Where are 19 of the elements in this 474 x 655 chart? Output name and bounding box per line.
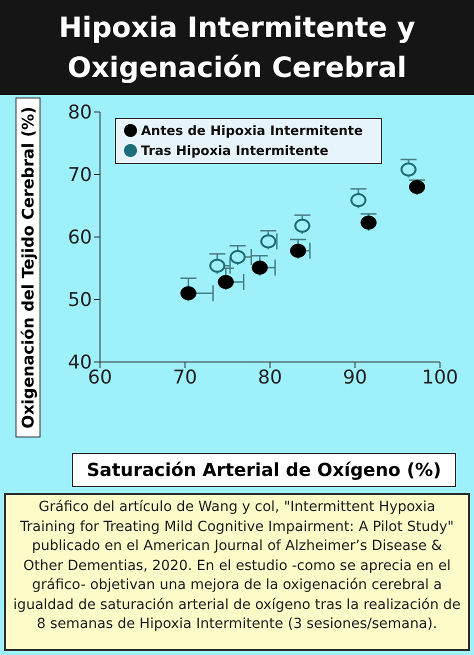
y-tick-label: 80 (68, 102, 92, 124)
x-tick-label: 100 (422, 366, 458, 388)
text: Gráfico del artículo de Wang y col, "Intermittent Hypoxia Training for Treating Mild Cognitive Impairment: A Pilot Study" publicado en el American Journal of Alzheimer’s Disease & Other Dementias, 2020. En el estudio -como se aprecia en el gráfico- objetivan una mejora de la oxigenación cerebral a igualdad de saturación arterial de oxígeno tras la realización de 8 semanas de Hipoxia Intermitente (3 sesiones/semana). (4, 493, 470, 651)
x-tick-label: 90 (342, 366, 368, 388)
point (217, 273, 235, 291)
legend-label: Tras Hipoxia Intermitente (141, 144, 328, 159)
point (360, 216, 377, 230)
x-tick-label: 80 (258, 366, 282, 388)
chart-title: Hipoxia Intermitente y Oxigenación Cerebral (0, 0, 474, 95)
x-axis-title: Saturación Arterial de Oxígeno (%) (72, 453, 456, 487)
point (180, 284, 198, 302)
y-tick-label: 60 (68, 226, 92, 249)
point (294, 218, 310, 233)
x-tick-label: 70 (172, 366, 198, 388)
legend-label: Antes de Hipoxia Intermitente (141, 124, 363, 139)
y-tick-label: 50 (68, 289, 92, 312)
y-axis-title: Oxigenación del Tejido Cerebral (%) (16, 98, 40, 438)
y-tick-label: 70 (68, 164, 92, 186)
point (289, 242, 307, 260)
